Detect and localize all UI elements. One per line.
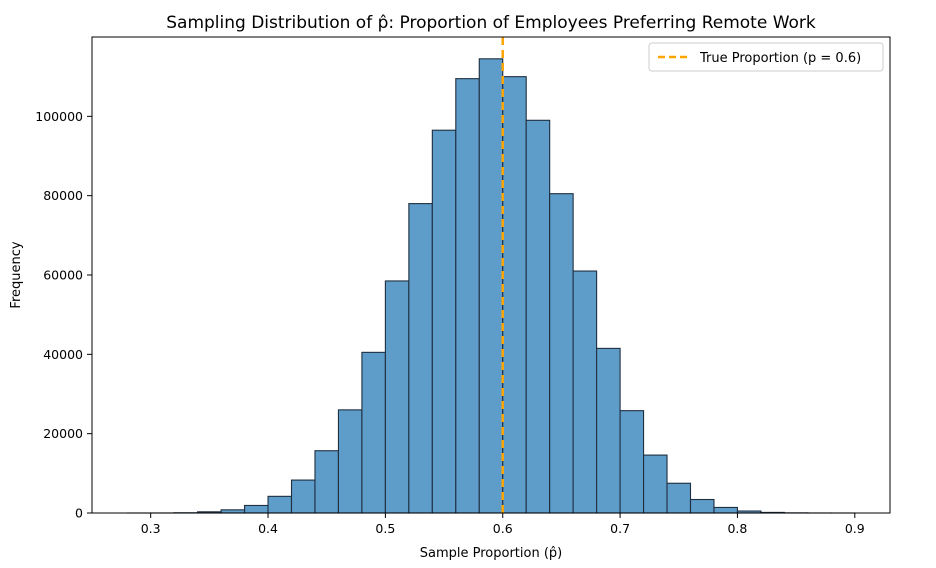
x-axis-label: Sample Proportion (p̂) [420,546,562,561]
histogram-bar [713,506,738,514]
chart-title: Sampling Distribution of p̂: Proportion … [166,13,816,33]
y-tick-label: 40000 [43,347,83,362]
histogram-bar [337,409,363,514]
histogram-bar [431,129,457,514]
histogram-bar [384,280,410,514]
y-tick-label: 60000 [43,268,83,283]
legend-label: True Proportion (p = 0.6) [699,51,861,66]
histogram-bars [126,58,856,514]
legend-box [648,42,884,72]
histogram-bar [455,78,480,514]
y-tick-label: 20000 [43,426,83,441]
histogram-bar [619,410,645,514]
histogram-bar [689,498,715,514]
histogram-bar [314,450,339,514]
histogram-bar [290,479,316,514]
y-tick-label: 0 [75,506,83,521]
histogram-bar [549,193,574,514]
histogram-bar [596,347,621,514]
y-tick-label: 80000 [43,188,83,203]
histogram-bar [478,58,504,514]
histogram-bar [502,76,527,514]
x-tick-label: 0.4 [258,521,278,536]
histogram-bar [267,495,293,514]
histogram-bar [572,270,598,514]
y-tick-label: 100000 [35,109,83,124]
x-axis-ticks: 0.3 0.4 0.5 0.6 0.7 0.8 0.9 [141,513,865,536]
histogram-bar [361,351,386,514]
x-tick-label: 0.3 [141,521,161,536]
histogram-bar [525,119,551,514]
x-tick-label: 0.9 [845,521,865,536]
histogram-bar [666,482,692,514]
y-axis-ticks: 0 20000 40000 60000 80000 100000 [35,109,92,521]
x-tick-label: 0.7 [610,521,630,536]
histogram-bar [408,203,433,514]
x-tick-label: 0.6 [493,521,513,536]
histogram-bar [244,504,269,514]
y-axis-label: Frequency [9,241,24,308]
x-tick-label: 0.5 [375,521,395,536]
legend: True Proportion (p = 0.6) [648,42,884,72]
x-tick-label: 0.8 [727,521,747,536]
histogram-bar [643,454,668,514]
